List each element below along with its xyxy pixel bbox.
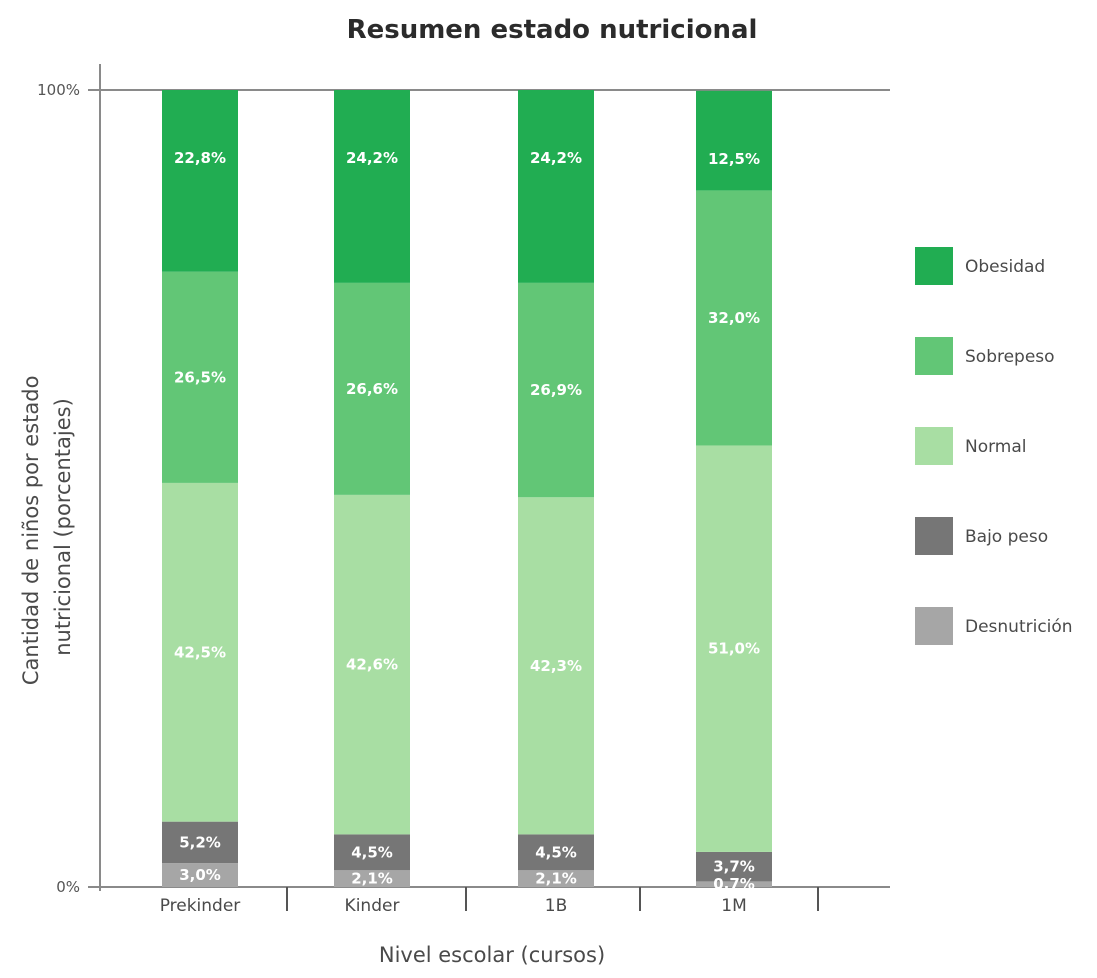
- legend-swatch: [915, 247, 953, 285]
- bar-segment: [162, 90, 238, 272]
- y-axis-label-line-2: nutricional (porcentajes): [51, 398, 75, 656]
- legend: Obesidad Sobrepeso Normal Bajo peso Desnutri…: [915, 247, 1073, 645]
- bar-segment: [518, 497, 594, 835]
- bar-segment-label: 42,6%: [346, 656, 398, 674]
- bar-segment-label: 26,6%: [346, 380, 398, 398]
- y-tick-label: 0%: [56, 878, 80, 896]
- bar-segment-label: 51,0%: [708, 640, 760, 658]
- bar-segment-label: 3,7%: [713, 858, 755, 876]
- bar-segment-label: 3,0%: [179, 866, 221, 884]
- bar-segment: [696, 190, 772, 446]
- bar-segment-label: 24,2%: [530, 149, 582, 167]
- legend-swatch: [915, 517, 953, 555]
- bar-segment-label: 42,5%: [174, 643, 226, 661]
- bar-segment: [696, 881, 772, 887]
- bar-segment-label: 2,1%: [535, 870, 577, 888]
- bar-segment-label: 26,9%: [530, 381, 582, 399]
- bar-segment: [334, 834, 410, 871]
- legend-label: Obesidad: [965, 257, 1045, 277]
- bar-segment-label: 2,1%: [351, 870, 393, 888]
- legend-label: Sobrepeso: [965, 347, 1055, 367]
- legend-swatch: [915, 427, 953, 465]
- x-category-label: 1B: [545, 896, 567, 916]
- bar-segment: [518, 870, 594, 887]
- bar-segment-label: 4,5%: [535, 843, 577, 861]
- bar-segment-label: 5,2%: [179, 833, 221, 851]
- bar-segment-label: 0,7%: [713, 875, 755, 893]
- x-category-label: Kinder: [345, 896, 400, 916]
- y-axis-label: Cantidad de niños por estado nutricional…: [19, 369, 75, 685]
- legend-label: Normal: [965, 437, 1027, 457]
- y-axis-label-line-1: Cantidad de niños por estado: [19, 376, 43, 686]
- x-category-label: Prekinder: [160, 896, 241, 916]
- bar-segment: [696, 445, 772, 852]
- bars-group: 3,0% 5,2% 42,5% 26,5% 22,8% 2,1% 4,5% 42,6% 26,6…: [162, 90, 772, 893]
- y-tick-label: 100%: [37, 81, 80, 99]
- bar-segment: [518, 834, 594, 871]
- bar-segment: [162, 271, 238, 483]
- bar-segment: [334, 870, 410, 887]
- bar-segment: [162, 821, 238, 864]
- x-category-label: 1M: [721, 896, 746, 916]
- bar-segment: [696, 851, 772, 882]
- bar-segment: [162, 482, 238, 822]
- chart-title: Resumen estado nutricional: [347, 15, 758, 45]
- bar-segment: [696, 90, 772, 191]
- bar-segment-label: 22,8%: [174, 149, 226, 167]
- bar-segment-label: 26,5%: [174, 368, 226, 386]
- bar-segment-label: 24,2%: [346, 149, 398, 167]
- bar-segment: [334, 282, 410, 495]
- bar-segment-label: 42,3%: [530, 657, 582, 675]
- legend-swatch: [915, 607, 953, 645]
- x-axis-label: Nivel escolar (cursos): [379, 943, 605, 967]
- legend-swatch: [915, 337, 953, 375]
- legend-label: Bajo peso: [965, 527, 1048, 547]
- bar-segment-label: 4,5%: [351, 843, 393, 861]
- legend-label: Desnutrición: [965, 617, 1073, 637]
- bar-segment: [162, 863, 238, 887]
- bar-segment: [334, 494, 410, 835]
- bar-segment-label: 12,5%: [708, 150, 760, 168]
- bar-segment: [518, 90, 594, 283]
- bar-segment-label: 32,0%: [708, 309, 760, 327]
- bar-segment: [334, 90, 410, 283]
- bar-segment: [518, 282, 594, 498]
